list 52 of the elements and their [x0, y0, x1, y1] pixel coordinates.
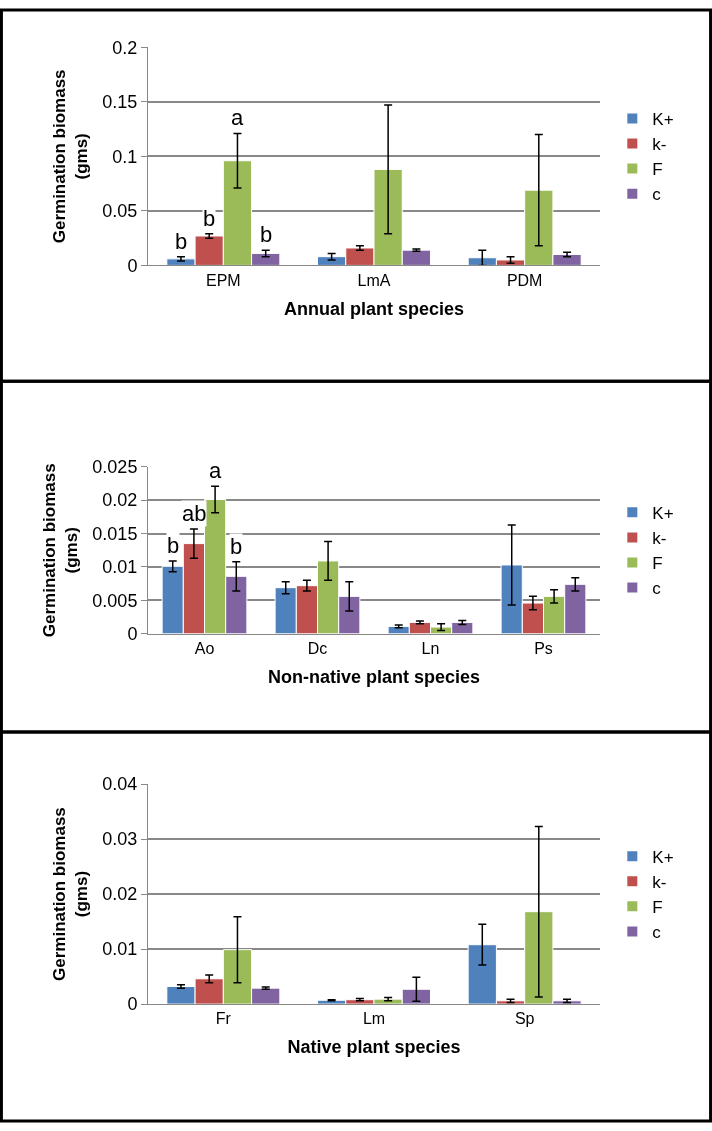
y-axis-title: Germination biomass (gms)	[39, 463, 81, 638]
x-tick-label: Ln	[421, 639, 440, 657]
y-tick-label: 0	[127, 994, 138, 1015]
x-axis-title: Native plant species	[287, 1037, 461, 1058]
annotation: a	[209, 458, 222, 483]
legend-label: F	[652, 160, 663, 180]
x-tick-label: Ps	[534, 639, 553, 657]
y-tick-label: 0.05	[102, 201, 138, 222]
x-tick-label: Fr	[215, 1010, 232, 1028]
y-tick-label: 0.015	[92, 523, 138, 544]
x-axis-title: Non-native plant species	[267, 667, 481, 688]
x-tick-label: LmA	[357, 271, 391, 289]
y-tick-label: 0.005	[92, 590, 138, 611]
legend-label: F	[652, 897, 663, 917]
annotation: b	[260, 222, 273, 247]
x-tick-label: Dc	[307, 639, 328, 657]
y-tick-label: 0.03	[102, 829, 138, 850]
legend-label: k-	[652, 529, 667, 549]
legend-label: F	[652, 554, 663, 574]
annotation: b	[230, 534, 243, 559]
annotation: b	[203, 206, 216, 231]
y-tick-label: 0	[127, 624, 138, 645]
y-axis-title: Germination biomass (gms)	[49, 69, 91, 244]
annotation: b	[167, 533, 180, 558]
annotation: a	[231, 105, 244, 130]
y-tick-label: 0	[127, 255, 138, 276]
x-tick-label: Sp	[514, 1010, 535, 1028]
annotation: b	[175, 229, 188, 254]
y-tick-label: 0.01	[102, 557, 138, 578]
y-tick-label: 0.02	[102, 884, 138, 905]
y-axis-title: Germination biomass (gms)	[49, 807, 91, 981]
y-tick-label: 0.04	[102, 774, 138, 795]
y-tick-label: 0.1	[112, 146, 138, 167]
legend-label: K+	[652, 110, 674, 130]
legend-label: c	[652, 923, 662, 943]
legend-label: c	[652, 579, 662, 599]
y-tick-label: 0.15	[102, 92, 138, 113]
y-tick-label: 0.02	[102, 490, 138, 511]
legend-label: c	[652, 185, 662, 205]
x-tick-label: Ao	[194, 639, 215, 657]
x-tick-label: EPM	[205, 271, 241, 289]
x-axis-title: Annual plant species	[283, 298, 465, 319]
y-tick-label: 0.025	[92, 457, 138, 478]
legend-label: k-	[652, 872, 667, 892]
x-tick-label: PDM	[506, 271, 543, 289]
y-tick-label: 0.01	[102, 939, 138, 960]
annotation: ab	[182, 501, 207, 526]
legend-label: k-	[652, 135, 667, 155]
y-tick-label: 0.2	[112, 37, 138, 58]
legend-label: K+	[652, 847, 674, 867]
legend-label: K+	[652, 503, 674, 523]
x-tick-label: Lm	[362, 1010, 386, 1028]
